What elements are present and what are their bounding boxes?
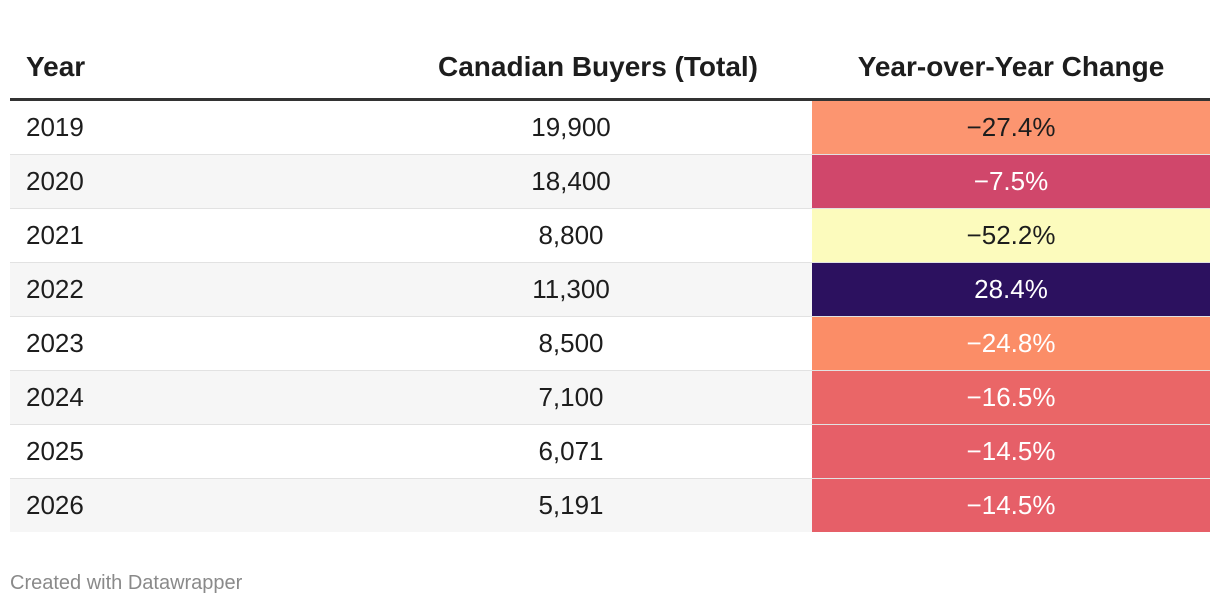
- year-cell: 2023: [10, 316, 330, 371]
- column-header-buyers[interactable]: Canadian Buyers (Total): [330, 36, 812, 101]
- year-cell: 2026: [10, 478, 330, 532]
- table-header: Year Canadian Buyers (Total) Year-over-Y…: [10, 36, 1210, 101]
- year-cell: 2025: [10, 424, 330, 479]
- buyers-cell: 7,100: [330, 370, 812, 425]
- change-cell: −27.4%: [812, 99, 1210, 155]
- change-cell: −16.5%: [812, 370, 1210, 425]
- buyers-cell: 11,300: [330, 262, 812, 317]
- change-cell: −7.5%: [812, 154, 1210, 209]
- table-row: 2019 19,900 −27.4%: [10, 99, 1210, 155]
- table-row: 2021 8,800 −52.2%: [10, 208, 1210, 263]
- buyers-cell: 5,191: [330, 478, 812, 532]
- buyers-cell: 18,400: [330, 154, 812, 209]
- table-row: 2020 18,400 −7.5%: [10, 154, 1210, 209]
- table-row: 2024 7,100 −16.5%: [10, 370, 1210, 425]
- table-row: 2023 8,500 −24.8%: [10, 316, 1210, 371]
- data-table: Year Canadian Buyers (Total) Year-over-Y…: [10, 36, 1210, 532]
- table-row: 2026 5,191 −14.5%: [10, 478, 1210, 532]
- year-cell: 2024: [10, 370, 330, 425]
- change-cell: −14.5%: [812, 424, 1210, 479]
- credit-link[interactable]: Created with Datawrapper: [10, 572, 243, 594]
- column-header-change[interactable]: Year-over-Year Change: [812, 36, 1210, 101]
- table-container: Year Canadian Buyers (Total) Year-over-Y…: [10, 36, 1210, 532]
- change-cell: −52.2%: [812, 208, 1210, 263]
- table-row: 2025 6,071 −14.5%: [10, 424, 1210, 479]
- year-cell: 2019: [10, 99, 330, 155]
- buyers-cell: 19,900: [330, 99, 812, 155]
- year-cell: 2022: [10, 262, 330, 317]
- year-cell: 2020: [10, 154, 330, 209]
- change-cell: −24.8%: [812, 316, 1210, 371]
- column-header-year[interactable]: Year: [10, 36, 330, 101]
- buyers-cell: 8,500: [330, 316, 812, 371]
- table-body: 2019 19,900 −27.4% 2020 18,400 −7.5% 202…: [10, 99, 1210, 532]
- buyers-cell: 8,800: [330, 208, 812, 263]
- buyers-cell: 6,071: [330, 424, 812, 479]
- table-row: 2022 11,300 28.4%: [10, 262, 1210, 317]
- header-row: Year Canadian Buyers (Total) Year-over-Y…: [10, 36, 1210, 101]
- year-cell: 2021: [10, 208, 330, 263]
- change-cell: 28.4%: [812, 262, 1210, 317]
- change-cell: −14.5%: [812, 478, 1210, 532]
